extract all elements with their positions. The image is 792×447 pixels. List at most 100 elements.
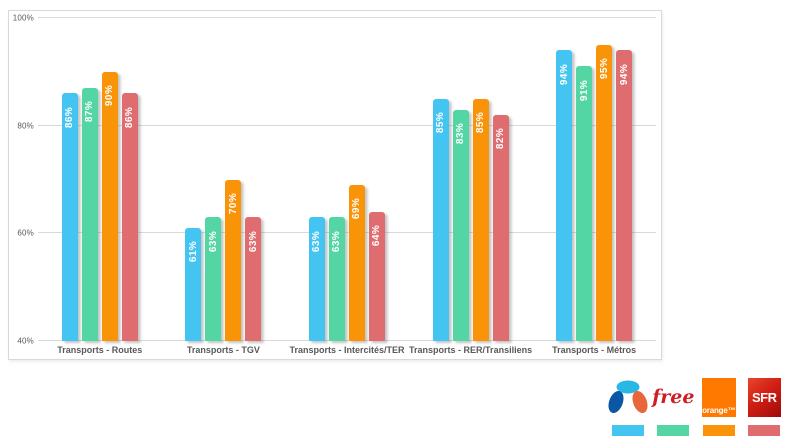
free-logo: free [652,377,694,418]
bar-value-label-wrap: 70% [225,181,241,227]
bar-free: 63% [328,217,345,341]
bar-value-label: 61% [187,241,199,263]
legend-col-sfr: SFR [742,377,788,436]
bar-orange: 85% [472,98,489,341]
bar-value-label-wrap: 63% [309,218,325,264]
bar-value-label: 69% [351,198,363,220]
bar-value-label-wrap: 61% [185,229,201,275]
bar-value-label: 90% [104,85,116,107]
bar-value-label-wrap: 91% [576,67,592,113]
bar-sfr: 94% [616,50,633,341]
bar-group: 61% 63% 70% 63% [162,18,286,341]
bar-free: 91% [576,66,593,341]
bar-value-label-wrap: 82% [493,116,509,162]
bar-value-label-wrap: 94% [556,51,572,97]
bar-value-label: 86% [64,106,76,128]
y-tick-label: 100% [12,13,34,23]
bar-free: 87% [81,87,98,341]
bar-value-label-wrap: 63% [329,218,345,264]
bar-free: 63% [205,217,222,341]
gridline [38,17,656,18]
legend-swatch-sfr [748,425,781,436]
free-logo-text: free [652,386,695,408]
bar-value-label-wrap: 95% [596,46,612,92]
bar-value-label: 87% [84,101,96,123]
bar-value-label: 85% [435,112,447,134]
bar-value-label: 85% [475,112,487,134]
bar-sfr: 64% [368,211,385,341]
bar-value-label-wrap: 63% [245,218,261,264]
bar-value-label-wrap: 83% [453,111,469,157]
bar-orange: 95% [596,44,613,341]
bar-value-label: 63% [331,230,343,252]
bar-bouygues: 86% [61,93,78,341]
orange-logo: orange™ [701,377,736,418]
bar-value-label: 63% [247,230,259,252]
orange-logo-text: orange™ [702,406,736,415]
bar-group: 86% 87% 90% 86% [38,18,162,341]
bar-value-label-wrap: 90% [102,73,118,119]
bar-sfr: 86% [121,93,138,341]
bar-bouygues: 94% [556,50,573,341]
category-label: Transports - Métros [552,345,637,355]
bouygues-logo-icon [608,380,648,413]
bar-value-label: 63% [207,230,219,252]
y-tick-label: 60% [17,228,34,238]
bar-orange: 70% [225,179,242,341]
bar-value-label: 94% [558,63,570,85]
bar-orange: 69% [348,184,365,341]
legend-col-bouygues [605,377,651,436]
gridline [38,124,656,126]
bar-value-label: 70% [227,192,239,215]
bar-value-label-wrap: 86% [62,94,78,140]
sfr-logo: SFR [747,377,781,418]
legend-swatch-free [657,425,690,436]
category-label: Transports - TGV [186,345,260,355]
bar-value-label: 95% [598,58,610,80]
bar-value-label-wrap: 87% [82,89,98,135]
bar-groups: 86% 87% 90% 86% 61% 63% 70% 63% 63% 63% 69% 64% 85% 8… [38,18,656,341]
bar-orange: 90% [101,71,118,341]
bar-value-label: 82% [495,128,507,150]
bar-group: 63% 63% 69% 64% [285,18,409,341]
gridline [38,340,656,341]
x-axis: Transports - Routes Transports - TGV Trans… [38,345,656,360]
bar-bouygues: 63% [308,217,325,341]
bar-free: 83% [452,109,469,341]
y-tick-label: 80% [17,121,34,131]
orange-logo-square: orange™ [701,378,736,417]
bar-value-label-wrap: 86% [122,94,138,140]
bouygues-logo [606,377,650,418]
plot-area: 86% 87% 90% 86% 61% 63% 70% 63% 63% 63% 69% 64% 85% 8… [38,17,656,341]
bar-value-label-wrap: 64% [369,213,385,259]
bar-value-label: 91% [578,79,590,102]
sfr-logo-text: SFR [752,390,777,405]
bar-value-label-wrap: 69% [349,186,365,232]
bar-value-label-wrap: 94% [616,51,632,97]
legend-col-free: free [651,377,697,436]
bar-value-label-wrap: 63% [205,218,221,264]
category-label: Transports - Intercités/TER [289,345,405,355]
legend: free orange™ SFR [605,377,787,436]
legend-col-orange: orange™ [696,377,742,436]
sfr-logo-square: SFR [747,378,781,417]
bar-value-label: 64% [371,225,383,247]
category-label: Transports - Routes [57,345,143,355]
gridline [38,232,656,234]
bar-sfr: 82% [492,114,509,341]
bar-bouygues: 85% [432,98,449,341]
legend-swatch-orange [702,425,735,436]
bar-value-label: 63% [311,230,323,252]
bar-value-label-wrap: 85% [473,100,489,146]
y-axis: 100% 80% 60% 40% [9,14,35,346]
legend-swatch-bouygues [611,425,644,436]
bar-value-label: 94% [618,63,630,85]
bar-value-label: 83% [455,122,467,145]
y-tick-label: 40% [17,336,34,346]
bar-value-label: 86% [124,106,136,128]
bar-value-label-wrap: 85% [433,100,449,146]
bar-group: 94% 91% 95% 94% [532,18,656,341]
category-label: Transports - RER/Transiliens [409,345,533,355]
bar-chart: 100% 80% 60% 40% 86% 87% 90% 86% 61% 63% 70% 63% 63… [8,10,662,360]
bar-bouygues: 61% [185,227,202,341]
